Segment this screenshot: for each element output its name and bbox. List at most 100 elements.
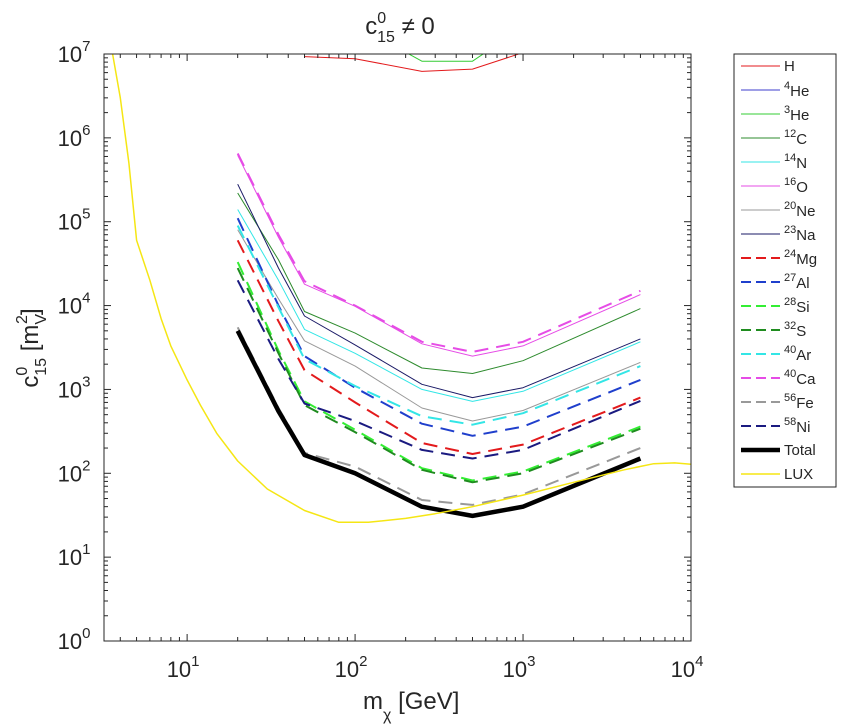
legend-label-sup: 23 <box>784 224 796 236</box>
legend-label-base: He <box>790 107 809 124</box>
legend-label-sup: 40 <box>784 344 796 356</box>
legend-label-sup: 3 <box>784 104 790 116</box>
series-line-3he <box>407 54 485 62</box>
x-tick-label-base: 10 <box>335 657 359 682</box>
x-axis-label-sub: χ <box>383 707 392 724</box>
legend-item-12c: 12C <box>741 128 807 148</box>
legend-label-sup: 24 <box>784 248 796 260</box>
legend-label-sup: 12 <box>784 128 796 140</box>
legend-label: 12C <box>784 128 807 148</box>
legend-item-28si: 28Si <box>741 296 810 316</box>
y-tick-label-exp: 7 <box>82 38 90 55</box>
series-line-58ni <box>236 279 641 460</box>
legend: H4He3He12C14N16O20Ne23Na24Mg27Al28Si32S4… <box>733 53 837 488</box>
legend-item-14n: 14N <box>741 152 807 172</box>
legend-label: 32S <box>784 320 806 340</box>
legend-label-base: Ar <box>796 347 811 364</box>
legend-label-base: Si <box>796 299 809 316</box>
y-tick-label-base: 10 <box>58 545 82 570</box>
legend-label-sup: 4 <box>784 80 790 92</box>
legend-label-base: Ni <box>796 419 810 436</box>
y-tick-label-base: 10 <box>58 461 82 486</box>
y-tick-label-exp: 4 <box>82 290 90 307</box>
series-line-28si <box>236 261 641 482</box>
legend-label: 14N <box>784 152 807 172</box>
series-layer <box>111 0 691 524</box>
y-tick-label: 105 <box>58 206 91 235</box>
series-line-20ne <box>237 229 641 422</box>
series-line-32s <box>236 267 641 484</box>
legend-item-32s: 32S <box>741 320 806 340</box>
y-tick-label: 107 <box>58 38 91 67</box>
y-tick-label-base: 10 <box>58 294 82 319</box>
legend-item-3he: 3He <box>741 104 809 124</box>
y-tick-label: 101 <box>58 541 91 570</box>
y-tick-label-exp: 2 <box>82 457 90 474</box>
legend-label: LUX <box>784 466 813 483</box>
y-axis-label-unit-sub: V <box>33 314 50 325</box>
y-tick-label-base: 10 <box>58 629 82 654</box>
x-tick-label: 102 <box>335 653 368 682</box>
legend-label-sup: 28 <box>784 296 796 308</box>
y-tick-label: 104 <box>58 290 91 319</box>
y-axis-label: c0 15 [mV2] <box>14 308 50 387</box>
legend-item-lux: LUX <box>741 466 813 483</box>
y-tick-label-exp: 5 <box>82 206 90 223</box>
legend-label: Total <box>784 442 816 459</box>
series-line-23na <box>237 183 641 399</box>
y-axis-label-rest: [m <box>17 325 44 358</box>
y-tick-label-base: 10 <box>58 126 82 151</box>
legend-label-base: Ne <box>796 203 815 220</box>
y-tick-label: 100 <box>58 625 91 654</box>
y-axis-label-sub: 15 <box>33 358 50 376</box>
x-tick-label: 103 <box>503 653 536 682</box>
legend-item-h: H <box>741 58 795 75</box>
series-line-16o <box>237 155 641 357</box>
chart-title-sub: 15 <box>377 29 395 46</box>
x-tick-label-exp: 3 <box>527 653 535 670</box>
legend-label-sup: 27 <box>784 272 796 284</box>
legend-box <box>733 53 837 488</box>
y-tick-label-base: 10 <box>58 377 82 402</box>
legend-label: 16O <box>784 176 808 196</box>
series-line-4he <box>422 0 523 16</box>
chart-title-sup: 0 <box>377 10 386 27</box>
legend-label-base: C <box>796 131 807 148</box>
x-tick-label: 101 <box>167 653 200 682</box>
legend-label: 40Ar <box>784 344 811 364</box>
plot-frame <box>103 53 692 642</box>
x-axis-label-rest: [GeV] <box>391 688 459 715</box>
y-tick-label-base: 10 <box>58 210 82 235</box>
legend-label: 4He <box>784 80 809 100</box>
x-tick-label: 104 <box>671 653 704 682</box>
series-line-24mg <box>236 239 641 455</box>
y-axis-label-base: c <box>17 376 44 388</box>
y-tick-label: 102 <box>58 457 91 486</box>
legend-label-sup: 58 <box>784 416 796 428</box>
plot-background <box>104 54 691 641</box>
x-tick-label-exp: 1 <box>191 653 199 670</box>
legend-label-base: S <box>796 323 806 340</box>
legend-label: 23Na <box>784 224 816 244</box>
legend-label-sup: 14 <box>784 152 796 164</box>
y-tick-label-exp: 6 <box>82 122 90 139</box>
chart-title-rest: ≠ 0 <box>395 13 435 40</box>
legend-label-base: H <box>784 58 795 75</box>
legend-label-base: O <box>796 179 808 196</box>
legend-label-base: Total <box>784 442 816 459</box>
series-line-12c <box>237 192 641 374</box>
legend-item-20ne: 20Ne <box>741 200 815 220</box>
y-tick-label: 103 <box>58 373 91 402</box>
series-line-total <box>235 329 642 519</box>
series-line-27al <box>236 217 641 437</box>
legend-item-56fe: 56Fe <box>741 392 814 412</box>
legend-label-sup: 56 <box>784 392 796 404</box>
chart-title: c0 15 ≠ 0 <box>365 10 435 46</box>
series-line-lux <box>111 54 691 524</box>
legend-label: 58Ni <box>784 416 810 436</box>
legend-label: 20Ne <box>784 200 815 220</box>
series-line-40ca <box>236 153 641 353</box>
legend-item-58ni: 58Ni <box>741 416 810 436</box>
